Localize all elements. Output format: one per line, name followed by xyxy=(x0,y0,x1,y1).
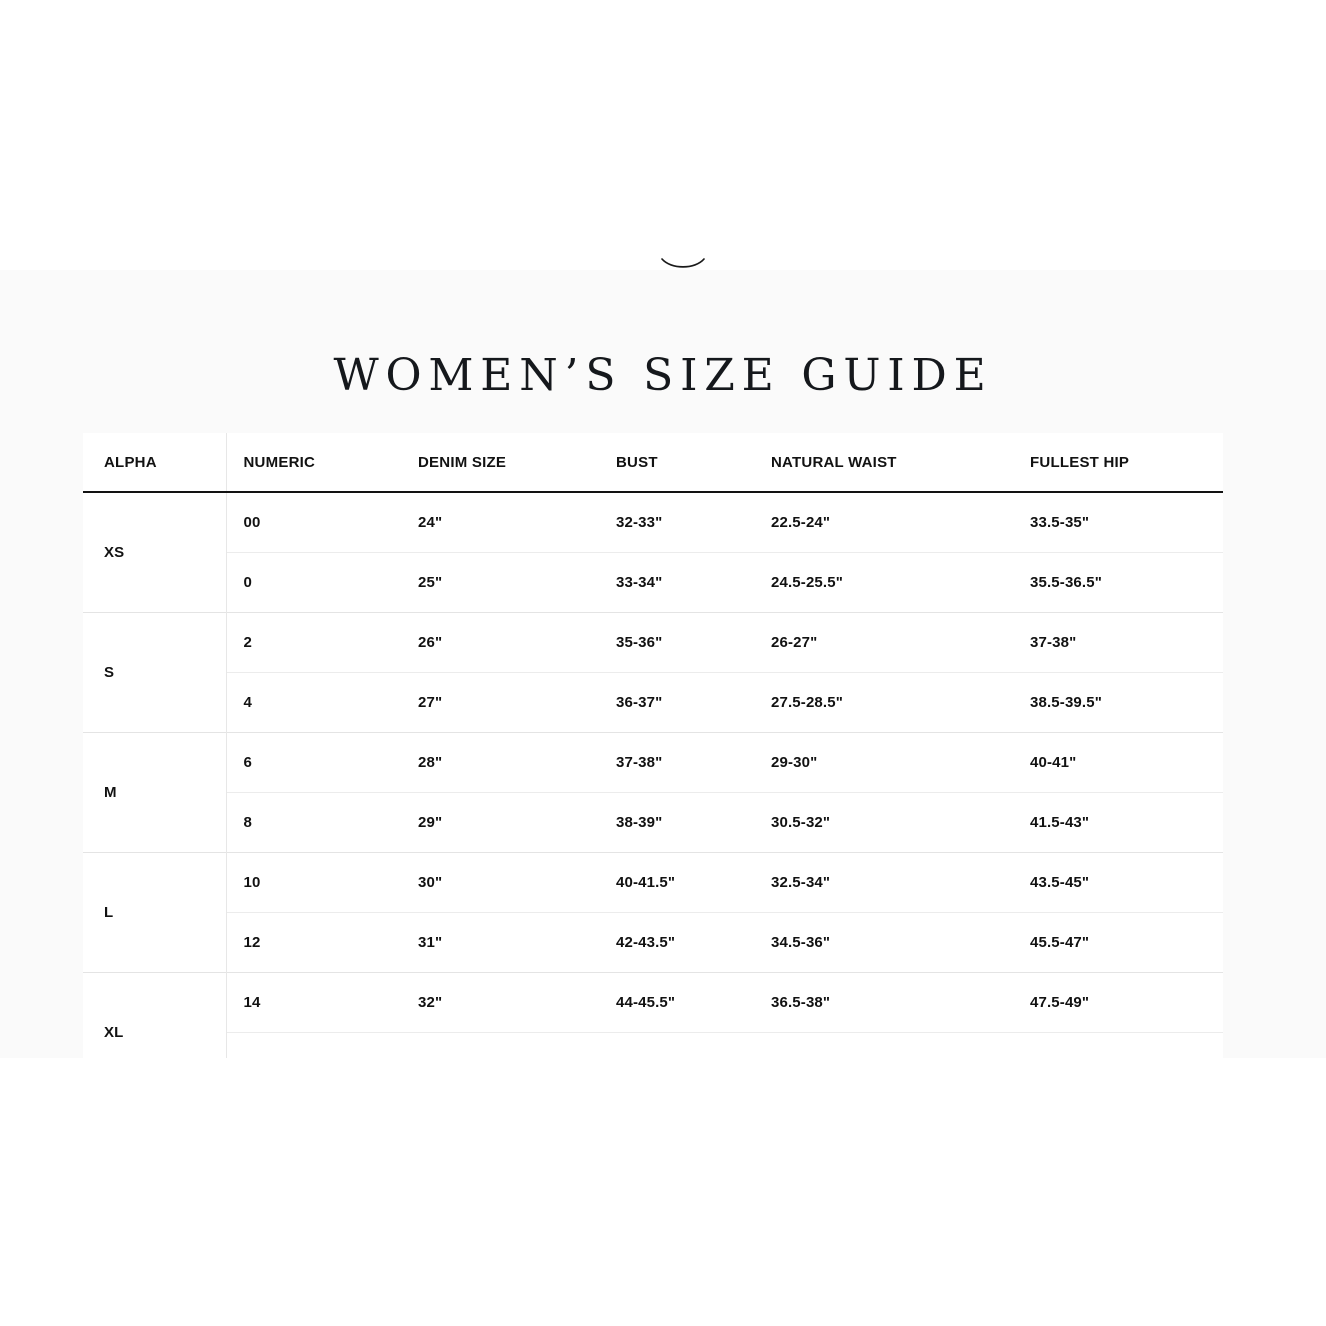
size-row: 4 27" 36-37" 27.5-28.5" 38.5-39.5" xyxy=(83,671,1223,732)
size-cell: 28" xyxy=(401,731,599,792)
size-cell: 35-36" xyxy=(599,611,754,672)
size-table: ALPHA NUMERIC DENIM SIZE BUST NATURAL WAIST F… xyxy=(83,433,1223,1058)
size-cell: 6 xyxy=(226,731,401,792)
size-row: L 10 30" 40-41.5" 32.5-34" 43.5-45" xyxy=(83,851,1223,972)
size-row: M 6 28" 37-38" 29-30" 40-41" xyxy=(83,731,1223,852)
alpha-size-label-m: M xyxy=(83,731,227,852)
size-cell: 14 xyxy=(226,971,401,1032)
size-cell: 32.5-34" xyxy=(754,851,1013,912)
alpha-size-label-xl: XL xyxy=(83,971,227,1058)
size-cell xyxy=(226,1031,401,1058)
size-cell: 8 xyxy=(226,791,401,852)
size-cell: 24" xyxy=(401,491,599,552)
size-row xyxy=(83,1031,1223,1058)
size-cell xyxy=(401,1031,599,1058)
size-cell: 25" xyxy=(401,551,599,612)
size-cell: 0 xyxy=(226,551,401,612)
size-row: 12 31" 42-43.5" 34.5-36" 45.5-47" xyxy=(83,911,1223,972)
size-cell: 27.5-28.5" xyxy=(754,671,1013,732)
size-cell: 45.5-47" xyxy=(1013,911,1223,972)
size-cell: 30.5-32" xyxy=(754,791,1013,852)
size-cell: 27" xyxy=(401,671,599,732)
size-cell xyxy=(754,1031,1013,1058)
size-cell: 38-39" xyxy=(599,791,754,852)
size-cell: 40-41.5" xyxy=(599,851,754,912)
size-cell: 41.5-43" xyxy=(1013,791,1223,852)
alpha-size-label-xs: XS xyxy=(83,491,227,612)
column-header-natural-waist: NATURAL WAIST xyxy=(754,433,1013,493)
size-cell: 12 xyxy=(226,911,401,972)
page-title: WOMEN’S SIZE GUIDE xyxy=(333,350,993,401)
alpha-size-label-s: S xyxy=(83,611,227,732)
size-row: XS 00 24" 32-33" 22.5-24" 33.5-35" xyxy=(83,491,1223,612)
size-row: 8 29" 38-39" 30.5-32" 41.5-43" xyxy=(83,791,1223,852)
size-cell: 32" xyxy=(401,971,599,1032)
size-cell: 30" xyxy=(401,851,599,912)
size-cell: 33.5-35" xyxy=(1013,491,1223,552)
size-cell: 4 xyxy=(226,671,401,732)
size-cell: 24.5-25.5" xyxy=(754,551,1013,612)
size-row: XL 14 32" 44-45.5" 36.5-38" 47.5-49" xyxy=(83,971,1223,1058)
size-cell: 33-34" xyxy=(599,551,754,612)
size-cell: 42-43.5" xyxy=(599,911,754,972)
size-cell: 35.5-36.5" xyxy=(1013,551,1223,612)
size-cell: 00 xyxy=(226,491,401,552)
size-cell: 32-33" xyxy=(599,491,754,552)
size-table-container: ALPHA NUMERIC DENIM SIZE BUST NATURAL WAIST F… xyxy=(83,433,1223,1058)
alpha-size-label-l: L xyxy=(83,851,227,972)
size-cell: 37-38" xyxy=(1013,611,1223,672)
size-cell: 40-41" xyxy=(1013,731,1223,792)
size-row: 0 25" 33-34" 24.5-25.5" 35.5-36.5" xyxy=(83,551,1223,612)
size-cell xyxy=(599,1031,754,1058)
size-guide-section: WOMEN’S SIZE GUIDE ALPHA NUMERIC DENIM SIZ… xyxy=(0,270,1326,1058)
size-cell: 29" xyxy=(401,791,599,852)
size-row: S 2 26" 35-36" 26-27" 37-38" xyxy=(83,611,1223,732)
size-cell: 26" xyxy=(401,611,599,672)
column-header-bust: BUST xyxy=(599,433,754,493)
size-cell: 44-45.5" xyxy=(599,971,754,1032)
size-cell xyxy=(1013,1031,1223,1058)
size-cell: 2 xyxy=(226,611,401,672)
column-header-fullest-hip: FULLEST HIP xyxy=(1013,433,1223,493)
column-header-numeric: NUMERIC xyxy=(226,433,401,493)
size-cell: 34.5-36" xyxy=(754,911,1013,972)
size-cell: 38.5-39.5" xyxy=(1013,671,1223,732)
size-cell: 37-38" xyxy=(599,731,754,792)
size-cell: 22.5-24" xyxy=(754,491,1013,552)
size-cell: 43.5-45" xyxy=(1013,851,1223,912)
logo-bottom-arc-icon xyxy=(661,258,705,268)
column-header-denim-size: DENIM SIZE xyxy=(401,433,599,493)
size-cell: 29-30" xyxy=(754,731,1013,792)
size-cell: 26-27" xyxy=(754,611,1013,672)
size-cell: 10 xyxy=(226,851,401,912)
size-cell: 36-37" xyxy=(599,671,754,732)
table-header-row: ALPHA NUMERIC DENIM SIZE BUST NATURAL WAIST F… xyxy=(83,433,1223,493)
size-cell: 36.5-38" xyxy=(754,971,1013,1032)
size-cell: 31" xyxy=(401,911,599,972)
size-cell: 47.5-49" xyxy=(1013,971,1223,1032)
column-header-alpha: ALPHA xyxy=(83,433,227,493)
